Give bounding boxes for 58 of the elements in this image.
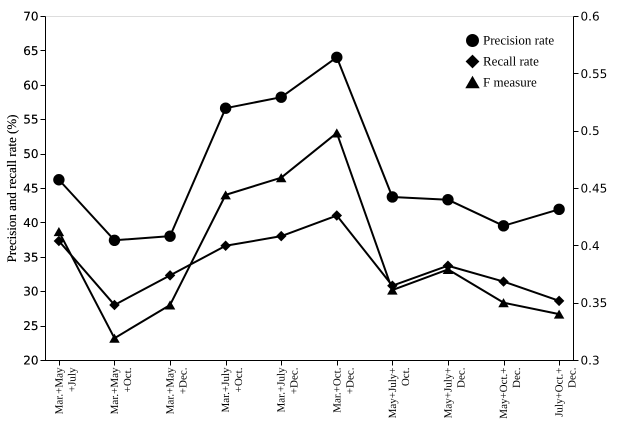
point	[276, 173, 286, 182]
x-tick-label: May+July+ Dec.	[442, 367, 468, 418]
point	[498, 276, 509, 287]
point	[164, 270, 176, 281]
y2-tick-label: 0.3	[580, 354, 600, 368]
point	[554, 310, 564, 319]
x-tick-label: Mar.+July +Oct.	[220, 367, 246, 413]
legend-label: Recall rate	[483, 54, 540, 68]
y2-tick-label: 0.4	[580, 238, 600, 253]
y-tick-label: 65	[23, 44, 38, 58]
y-tick-label: 50	[23, 147, 38, 162]
point	[554, 296, 564, 306]
y-tick-label: 35	[23, 250, 38, 264]
y-axis-title: Precision and recall rate (%)	[4, 114, 20, 262]
point	[164, 230, 176, 242]
x-tick-label: Mar.+July +Dec.	[276, 367, 301, 413]
y-tick-label: 55	[23, 112, 38, 127]
point	[331, 52, 342, 63]
x-tick-label: May+Oct.+ Dec.	[498, 367, 524, 419]
point	[220, 190, 231, 200]
y-tick-label: 60	[23, 78, 38, 92]
point	[498, 298, 509, 308]
y2-tick-label: 0.55	[580, 66, 608, 81]
y2-tick-label: 0.5	[580, 124, 600, 138]
y2-tick-label: 0.35	[580, 296, 608, 310]
x-tick-label: Mar.+May +July	[53, 367, 78, 414]
point	[53, 174, 65, 186]
y-tick-label: 40	[23, 216, 38, 230]
x-tick-label: Mar.+Oct. +Dec.	[331, 367, 356, 413]
point	[332, 128, 342, 138]
point	[164, 300, 176, 310]
point	[332, 210, 342, 221]
point	[108, 234, 120, 246]
point	[386, 191, 398, 203]
y-tick-label: 20	[23, 354, 38, 368]
y-tick-label: 30	[23, 284, 38, 299]
point	[442, 194, 454, 206]
point	[220, 102, 232, 114]
point	[498, 220, 510, 232]
y-tick-label: 70	[23, 10, 38, 24]
point	[220, 240, 231, 252]
point	[553, 204, 565, 216]
x-tick-label: Mar.+May +Dec.	[164, 367, 190, 414]
x-tick-label: Mar.+May +Oct.	[108, 367, 134, 414]
x-tick-label: May+July+ Oct.	[386, 367, 412, 418]
y-tick-label: 25	[23, 319, 38, 334]
legend-label: Precision rate	[483, 32, 554, 48]
point	[109, 300, 120, 310]
point	[276, 230, 286, 242]
point	[54, 227, 64, 236]
point	[54, 236, 64, 246]
y-tick-label: 45	[23, 182, 38, 196]
legend-label: F measure	[483, 74, 538, 90]
point	[276, 91, 287, 103]
point	[109, 334, 120, 343]
y2-tick-label: 0.6	[580, 10, 600, 24]
x-tick-label: July+Oct.+ Dec.	[554, 367, 579, 417]
y2-tick-label: 0.45	[580, 182, 608, 196]
